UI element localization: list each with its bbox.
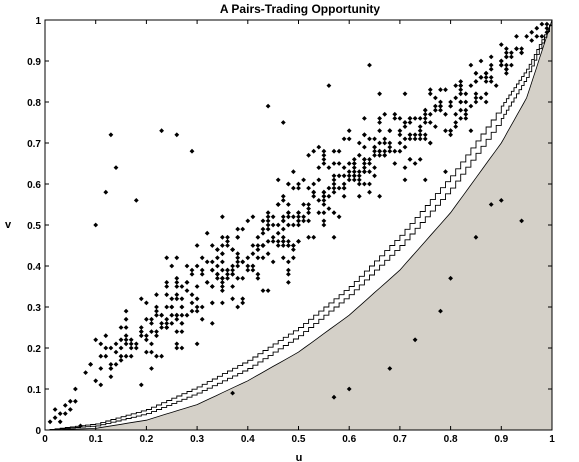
y-tick-label: 0.1 (27, 385, 41, 396)
x-tick-label: 0.3 (190, 434, 204, 445)
y-tick-label: 0.7 (27, 139, 41, 150)
x-tick-label: 0.4 (241, 434, 255, 445)
y-tick-label: 1 (35, 16, 41, 27)
x-tick-label: 0.7 (393, 434, 407, 445)
y-tick-label: 0.5 (27, 221, 41, 232)
y-tick-label: 0.9 (27, 57, 41, 68)
y-tick-label: 0.2 (27, 344, 41, 355)
x-tick-label: 0 (42, 434, 48, 445)
y-tick-label: 0.4 (27, 262, 41, 273)
x-tick-label: 1 (549, 434, 555, 445)
y-tick-label: 0.6 (27, 180, 41, 191)
x-tick-label: 0.5 (292, 434, 306, 445)
y-axis-label: v (5, 219, 12, 231)
x-tick-label: 0.8 (444, 434, 458, 445)
x-tick-label: 0.2 (139, 434, 153, 445)
x-tick-label: 0.1 (89, 434, 103, 445)
x-tick-label: 0.9 (494, 434, 508, 445)
chart-title: A Pairs-Trading Opportunity (220, 2, 381, 16)
x-tick-label: 0.6 (342, 434, 356, 445)
y-tick-label: 0.8 (27, 98, 41, 109)
y-tick-label: 0.3 (27, 303, 41, 314)
x-axis-label: u (296, 452, 303, 462)
y-tick-label: 0 (35, 426, 41, 437)
